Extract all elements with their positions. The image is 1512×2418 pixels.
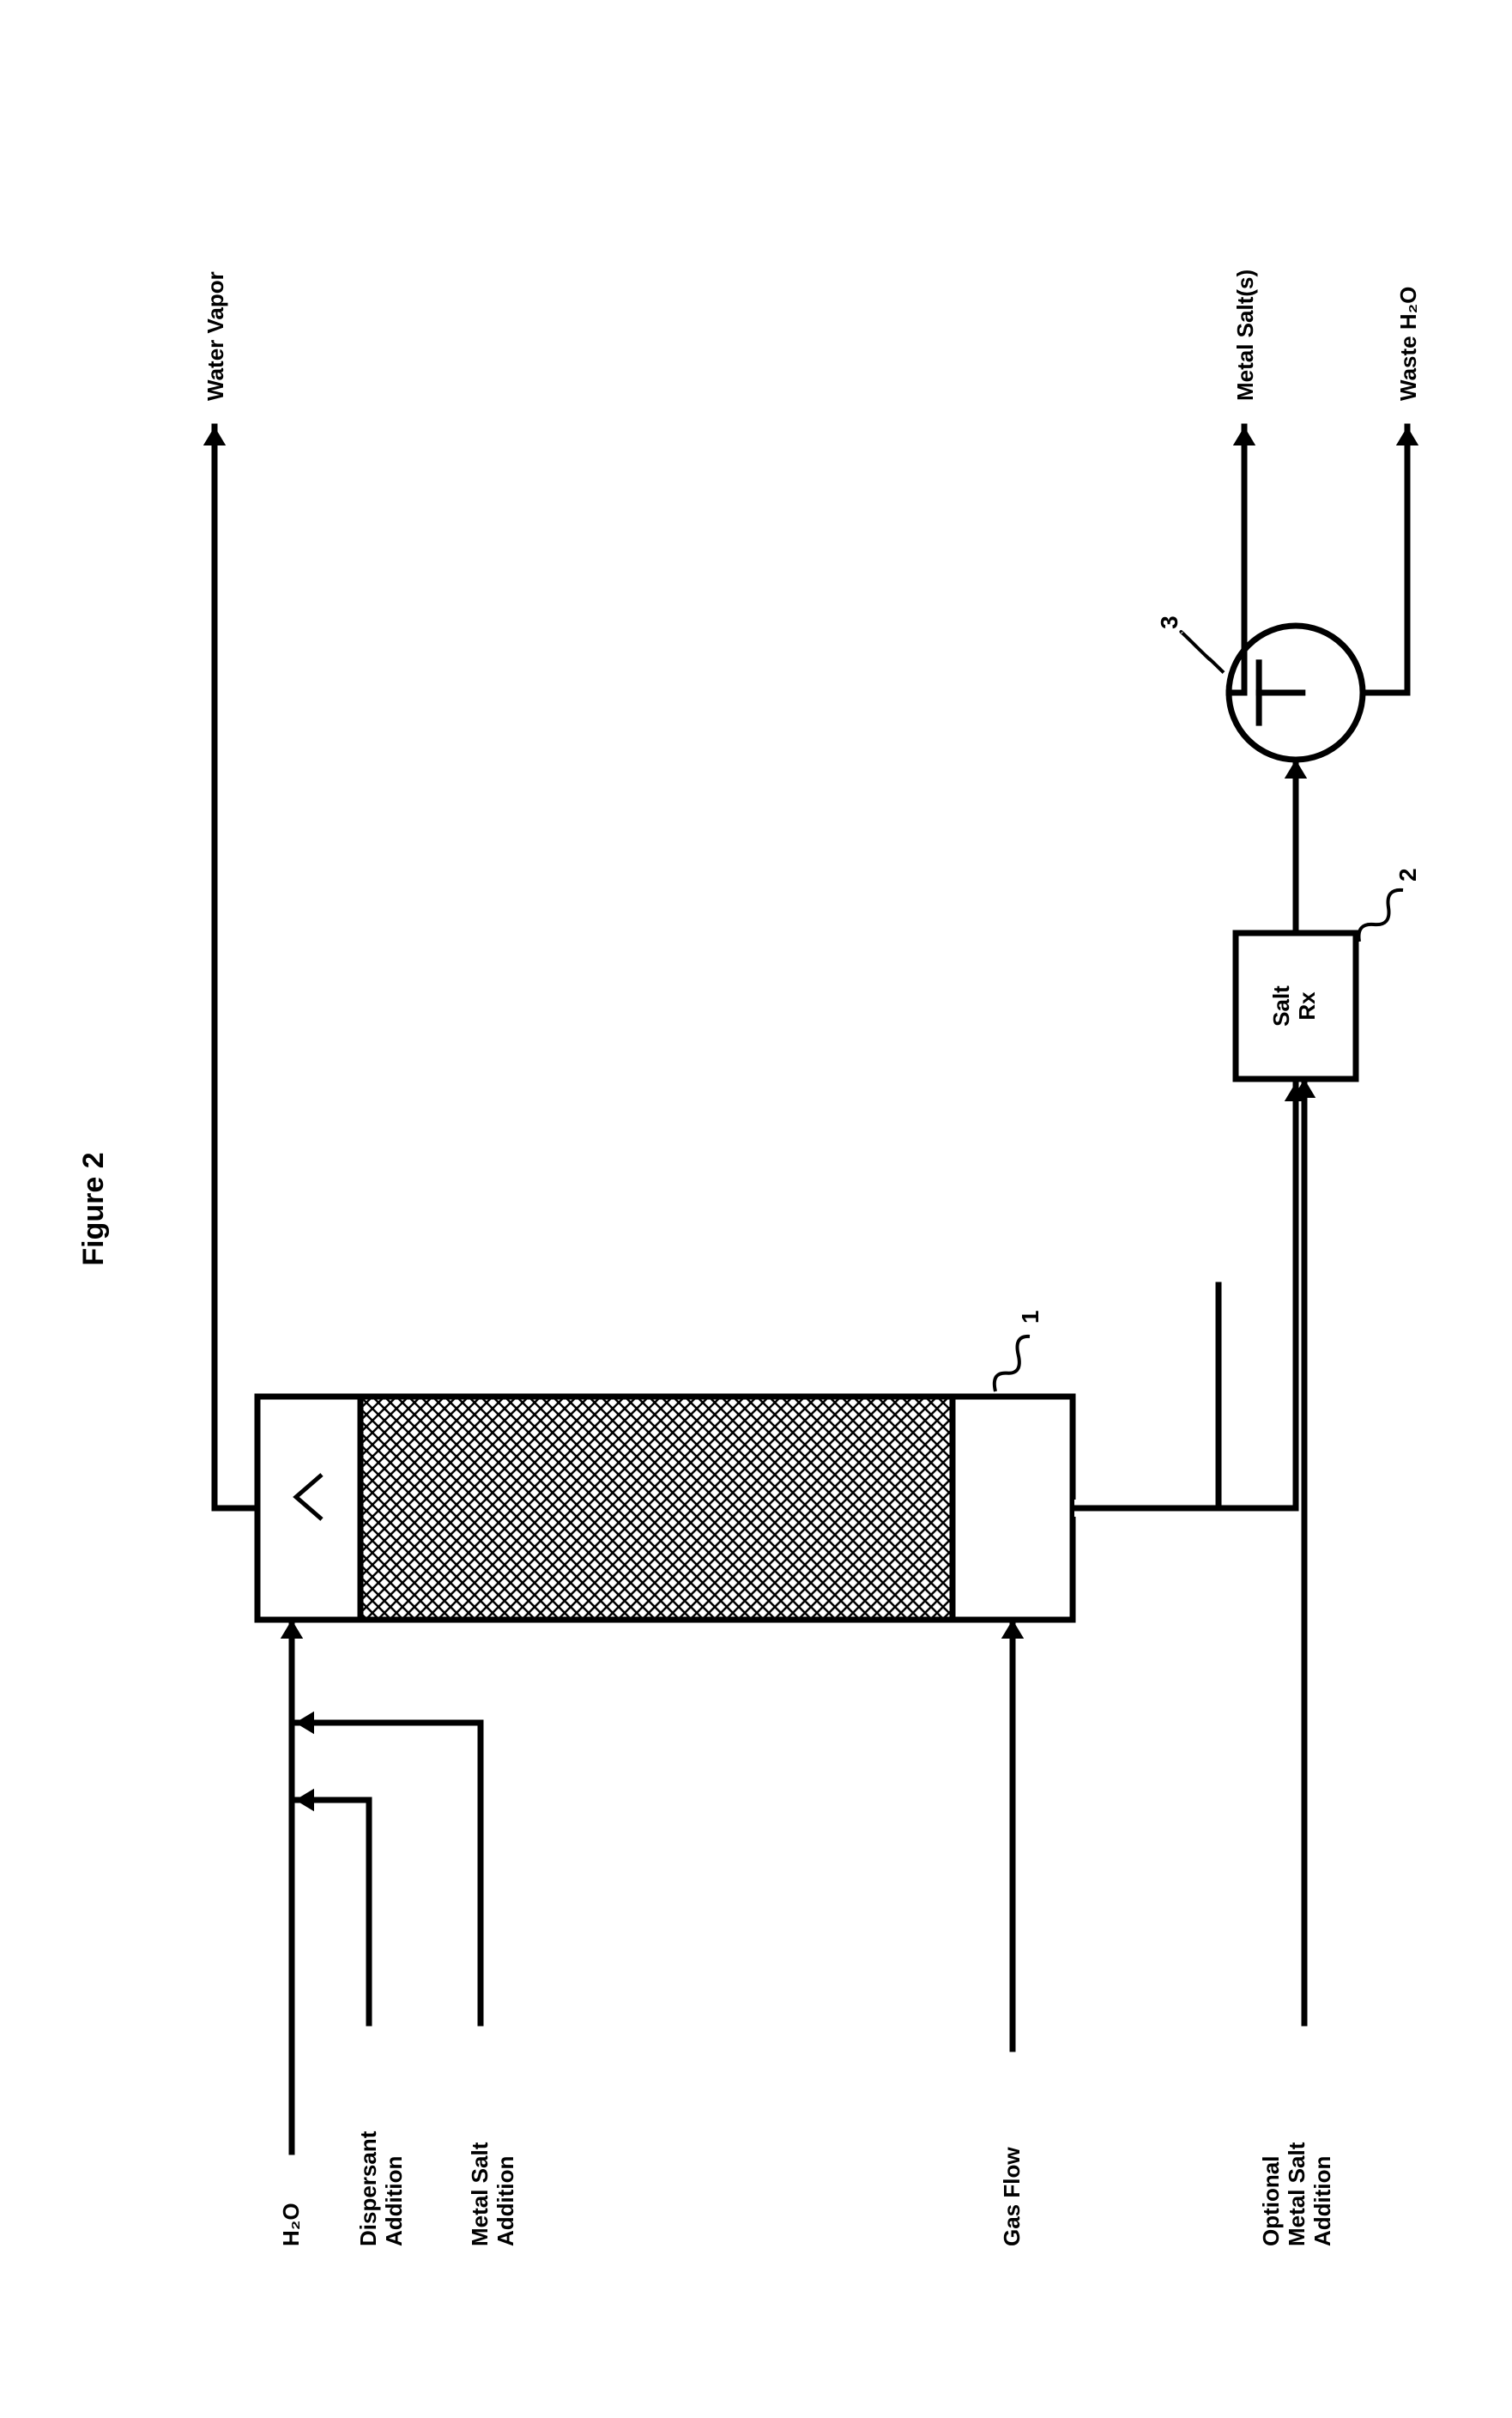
label-water-vapor: Water Vapor	[203, 271, 228, 401]
label-dispersant: DispersantAddition	[355, 2130, 407, 2246]
ref-2: 2	[1394, 868, 1421, 882]
reactor-packed-section	[360, 1397, 953, 1620]
label-gas-flow: Gas Flow	[999, 2147, 1025, 2246]
label-metal-salts: Metal Salt(s)	[1232, 270, 1258, 401]
label-optional-ms: OptionalMetal SaltAddition	[1258, 2142, 1335, 2246]
diagram-canvas: Figure 2 1 H₂O DispersantAddition Metal Salt…	[0, 0, 1512, 2418]
label-waste-h2o: Waste H₂O	[1395, 287, 1421, 401]
ref-3: 3	[1156, 615, 1182, 629]
label-h2o: H₂O	[278, 2203, 304, 2246]
ref-1: 1	[1017, 1310, 1043, 1324]
figure-title: Figure 2	[77, 1152, 110, 1265]
rotated-layer: Figure 2 1 H₂O DispersantAddition Metal Salt…	[77, 270, 1421, 2246]
label-metal-salt: Metal SaltAddition	[467, 2142, 518, 2246]
